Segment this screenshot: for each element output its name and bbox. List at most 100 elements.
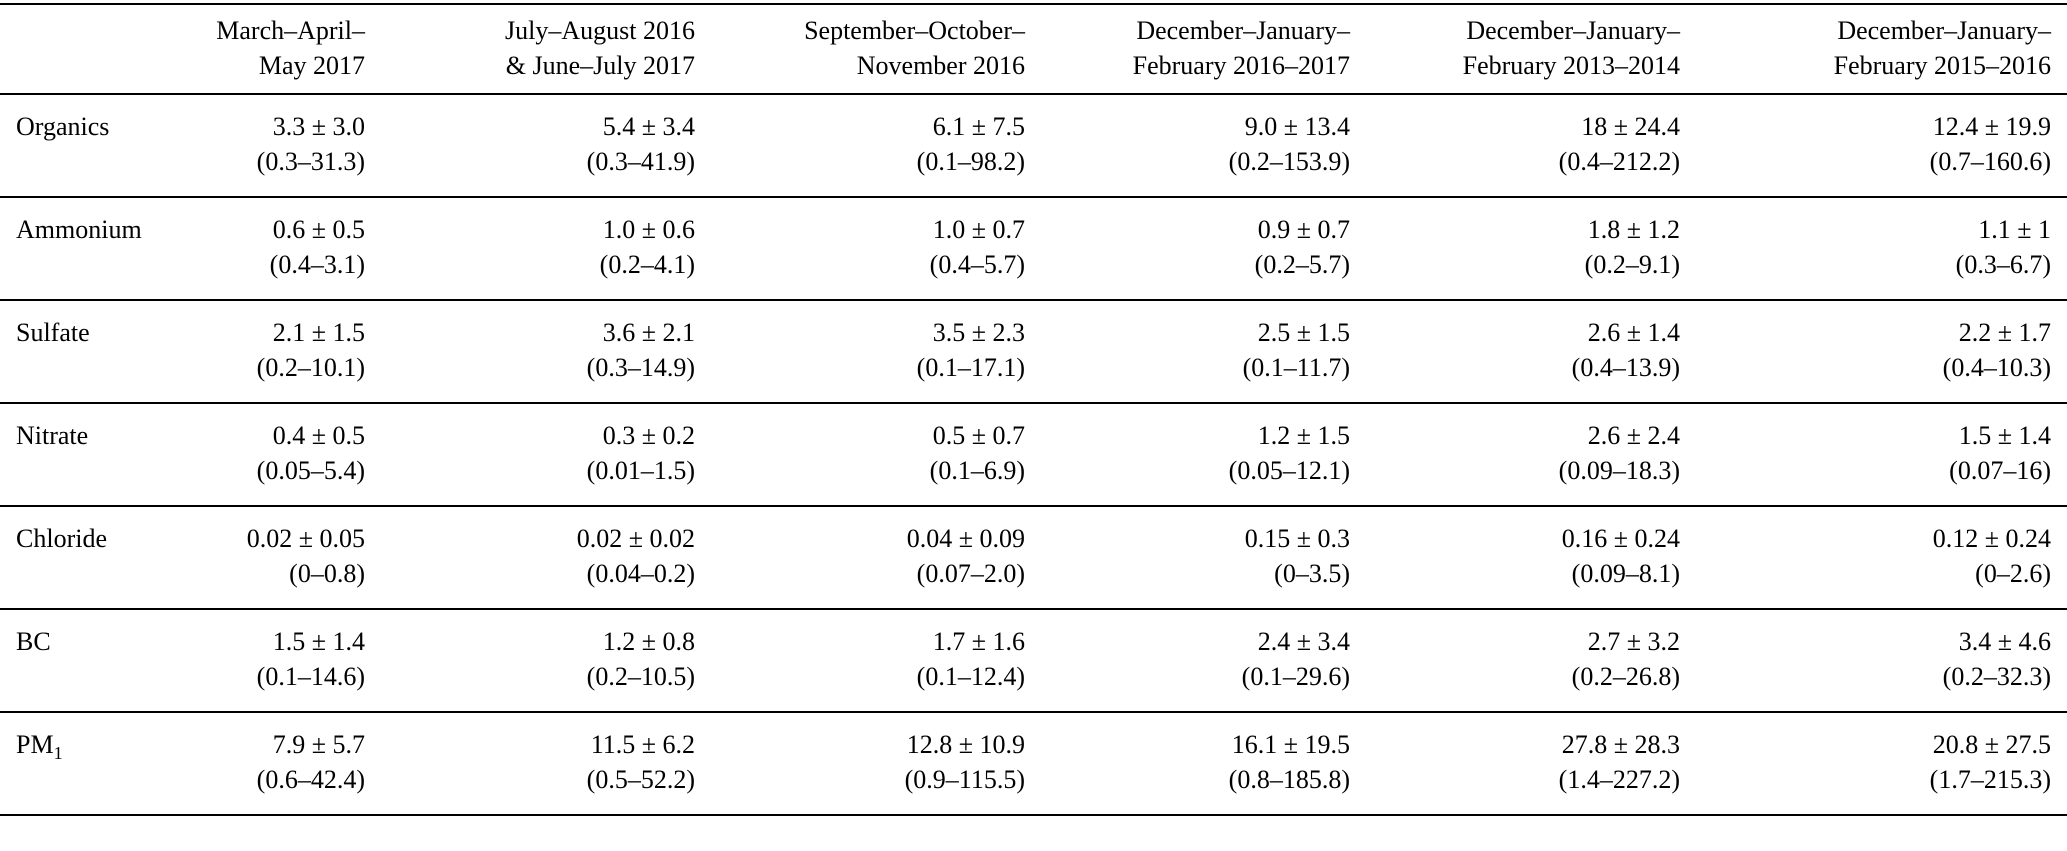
range-value: (0.8–185.8) [1228, 765, 1350, 794]
range-value: (0.1–98.2) [916, 147, 1025, 176]
value-cell: 1.5 ± 1.4 (0.07–16) [1690, 403, 2067, 507]
mean-value: 2.1 ± 1.5 [272, 318, 365, 347]
range-value: (0–3.5) [1274, 559, 1350, 588]
value-cell: 0.02 ± 0.02 (0.04–0.2) [375, 506, 705, 610]
row-label-subscript: 1 [53, 743, 63, 764]
table-row: PM1 7.9 ± 5.7 (0.6–42.4) 11.5 ± 6.2 (0.5–52.… [0, 712, 2067, 816]
table-row: BC 1.5 ± 1.4 (0.1–14.6) 1.2 ± 0.8 (0.2–10.5)… [0, 609, 2067, 713]
range-value: (1.4–227.2) [1558, 765, 1680, 794]
column-header-line2: February 2016–2017 [1132, 51, 1350, 80]
value-cell: 0.12 ± 0.24 (0–2.6) [1690, 506, 2067, 610]
range-value: (1.7–215.3) [1929, 765, 2051, 794]
column-header-line2: November 2016 [856, 51, 1025, 80]
mean-value: 12.4 ± 19.9 [1932, 112, 2051, 141]
value-cell: 11.5 ± 6.2 (0.5–52.2) [375, 712, 705, 816]
column-header: December–January– February 2016–2017 [1035, 4, 1360, 95]
range-value: (0–0.8) [289, 559, 365, 588]
value-cell: 1.0 ± 0.6 (0.2–4.1) [375, 197, 705, 301]
mean-value: 16.1 ± 19.5 [1231, 730, 1350, 759]
row-label-text: BC [16, 627, 51, 656]
range-value: (0.2–4.1) [599, 250, 695, 279]
mean-value: 0.16 ± 0.24 [1561, 524, 1680, 553]
column-header: December–January– February 2013–2014 [1360, 4, 1690, 95]
table-row: Nitrate 0.4 ± 0.5 (0.05–5.4) 0.3 ± 0.2 (0.01… [0, 403, 2067, 507]
range-value: (0–2.6) [1975, 559, 2051, 588]
range-value: (0.4–5.7) [929, 250, 1025, 279]
value-cell: 12.8 ± 10.9 (0.9–115.5) [705, 712, 1035, 816]
value-cell: 0.04 ± 0.09 (0.07–2.0) [705, 506, 1035, 610]
mean-value: 2.2 ± 1.7 [1958, 318, 2051, 347]
mean-value: 6.1 ± 7.5 [932, 112, 1025, 141]
mean-value: 1.2 ± 0.8 [602, 627, 695, 656]
mean-value: 0.02 ± 0.02 [576, 524, 695, 553]
range-value: (0.2–5.7) [1254, 250, 1350, 279]
column-header-line2: February 2015–2016 [1833, 51, 2051, 80]
value-cell: 1.1 ± 1 (0.3–6.7) [1690, 197, 2067, 301]
mean-value: 2.6 ± 1.4 [1587, 318, 1680, 347]
value-cell: 18 ± 24.4 (0.4–212.2) [1360, 94, 1690, 198]
mean-value: 1.2 ± 1.5 [1257, 421, 1350, 450]
value-cell: 0.16 ± 0.24 (0.09–8.1) [1360, 506, 1690, 610]
range-value: (0.4–3.1) [269, 250, 365, 279]
row-label: Chloride [0, 506, 190, 610]
row-label: Nitrate [0, 403, 190, 507]
row-label: Ammonium [0, 197, 190, 301]
row-label: BC [0, 609, 190, 713]
range-value: (0.3–41.9) [586, 147, 695, 176]
row-label-text: Chloride [16, 524, 107, 553]
mean-value: 7.9 ± 5.7 [272, 730, 365, 759]
mean-value: 1.1 ± 1 [1978, 215, 2051, 244]
mean-value: 3.4 ± 4.6 [1958, 627, 2051, 656]
range-value: (0.2–10.1) [256, 353, 365, 382]
value-cell: 3.5 ± 2.3 (0.1–17.1) [705, 300, 1035, 404]
range-value: (0.6–42.4) [256, 765, 365, 794]
value-cell: 2.2 ± 1.7 (0.4–10.3) [1690, 300, 2067, 404]
value-cell: 12.4 ± 19.9 (0.7–160.6) [1690, 94, 2067, 198]
range-value: (0.1–17.1) [916, 353, 1025, 382]
mean-value: 5.4 ± 3.4 [602, 112, 695, 141]
mean-value: 1.8 ± 1.2 [1587, 215, 1680, 244]
mean-value: 1.5 ± 1.4 [1958, 421, 2051, 450]
mean-value: 27.8 ± 28.3 [1561, 730, 1680, 759]
range-value: (0.2–32.3) [1942, 662, 2051, 691]
range-value: (0.05–5.4) [256, 456, 365, 485]
column-header-line2: & June–July 2017 [505, 51, 695, 80]
mean-value: 0.02 ± 0.05 [246, 524, 365, 553]
value-cell: 3.3 ± 3.0 (0.3–31.3) [190, 94, 375, 198]
value-cell: 2.5 ± 1.5 (0.1–11.7) [1035, 300, 1360, 404]
mean-value: 0.12 ± 0.24 [1932, 524, 2051, 553]
column-header-line2: May 2017 [258, 51, 365, 80]
table-row: Ammonium 0.6 ± 0.5 (0.4–3.1) 1.0 ± 0.6 (0.2–… [0, 197, 2067, 301]
mean-value: 2.7 ± 3.2 [1587, 627, 1680, 656]
mean-value: 0.15 ± 0.3 [1244, 524, 1350, 553]
mean-value: 1.0 ± 0.7 [932, 215, 1025, 244]
value-cell: 0.5 ± 0.7 (0.1–6.9) [705, 403, 1035, 507]
row-label-text: Nitrate [16, 421, 89, 450]
value-cell: 2.4 ± 3.4 (0.1–29.6) [1035, 609, 1360, 713]
mean-value: 20.8 ± 27.5 [1932, 730, 2051, 759]
range-value: (0.4–13.9) [1571, 353, 1680, 382]
value-cell: 0.3 ± 0.2 (0.01–1.5) [375, 403, 705, 507]
range-value: (0.7–160.6) [1929, 147, 2051, 176]
range-value: (0.3–6.7) [1955, 250, 2051, 279]
range-value: (0.3–14.9) [586, 353, 695, 382]
mean-value: 3.5 ± 2.3 [932, 318, 1025, 347]
table-row: Chloride 0.02 ± 0.05 (0–0.8) 0.02 ± 0.02 (0.… [0, 506, 2067, 610]
column-header-line1: December–January– [1466, 16, 1680, 45]
header-row: March–April– May 2017 July–August 2016 & Ju… [0, 4, 2067, 95]
value-cell: 2.7 ± 3.2 (0.2–26.8) [1360, 609, 1690, 713]
row-label: Organics [0, 94, 190, 198]
range-value: (0.9–115.5) [904, 765, 1025, 794]
range-value: (0.05–12.1) [1228, 456, 1350, 485]
range-value: (0.1–12.4) [916, 662, 1025, 691]
range-value: (0.1–14.6) [256, 662, 365, 691]
column-header-line1: December–January– [1136, 16, 1350, 45]
range-value: (0.2–10.5) [586, 662, 695, 691]
column-header-line1: December–January– [1837, 16, 2051, 45]
range-value: (0.1–29.6) [1241, 662, 1350, 691]
value-cell: 2.1 ± 1.5 (0.2–10.1) [190, 300, 375, 404]
range-value: (0.2–26.8) [1571, 662, 1680, 691]
mean-value: 9.0 ± 13.4 [1244, 112, 1350, 141]
range-value: (0.4–10.3) [1942, 353, 2051, 382]
